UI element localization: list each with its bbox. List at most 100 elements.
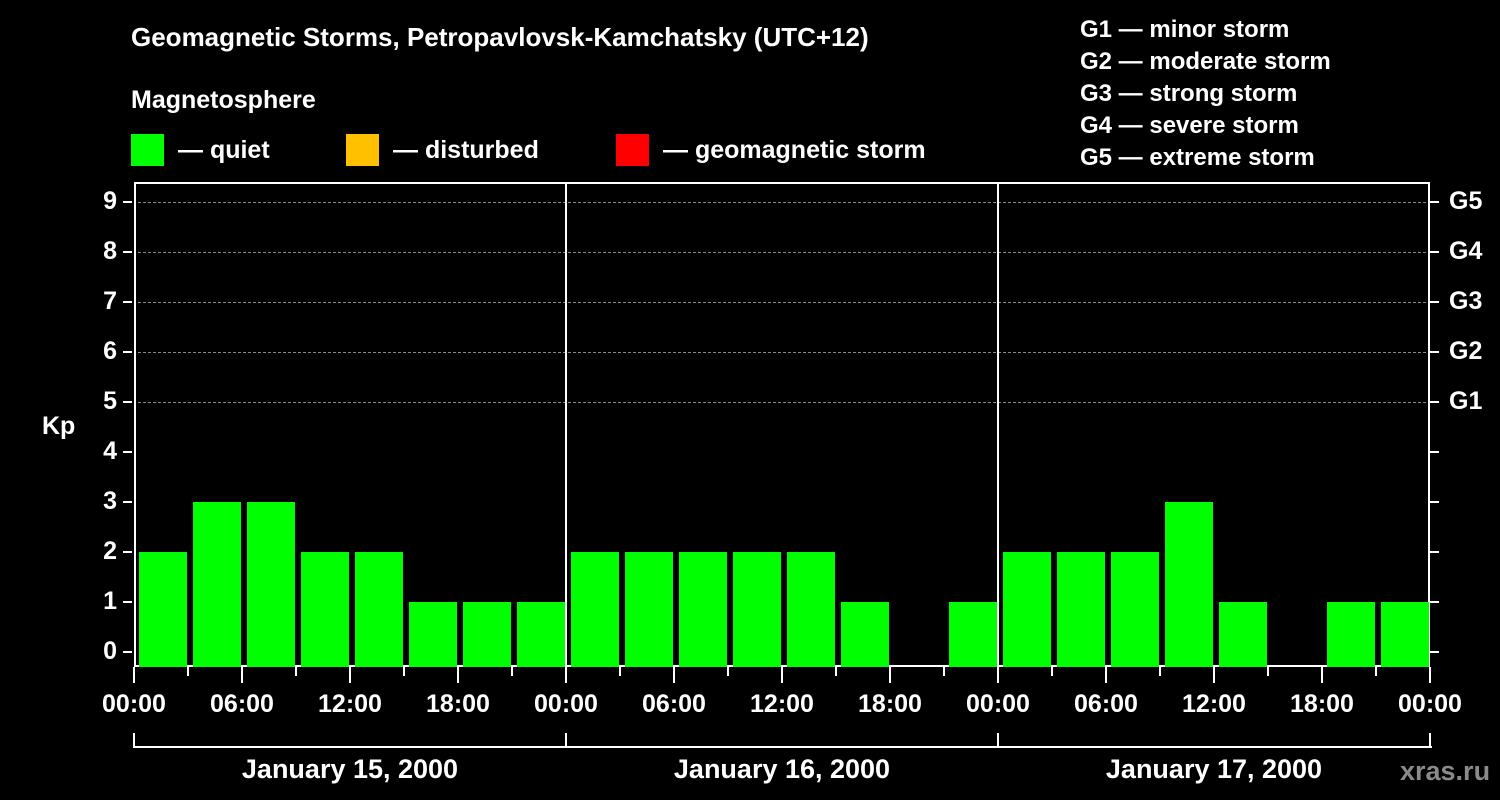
- kp-bar: [625, 552, 673, 667]
- kp-bar: [193, 502, 241, 667]
- y-tick-right: [1430, 651, 1439, 653]
- swatch-disturbed: [346, 134, 379, 166]
- g-scale-label: G4: [1449, 237, 1483, 265]
- day-separator: [565, 184, 567, 665]
- y-tick-right: [1430, 451, 1439, 453]
- g2-entry: G2 — moderate storm: [1080, 48, 1331, 75]
- y-tick-right: [1430, 401, 1439, 403]
- kp-bar: [355, 552, 403, 667]
- x-tick-label: 00:00: [966, 690, 1030, 718]
- day-separator: [997, 184, 999, 665]
- bracket-tick: [997, 733, 999, 748]
- gridline: [138, 352, 1426, 353]
- y-tick-right: [1430, 251, 1439, 253]
- gridline: [138, 402, 1426, 403]
- x-tick-label: 00:00: [534, 690, 598, 718]
- x-tick-label: 00:00: [102, 690, 166, 718]
- kp-bar: [571, 552, 619, 667]
- legend-disturbed: — disturbed: [346, 134, 539, 166]
- y-tick: [123, 401, 132, 403]
- x-tick-label: 06:00: [1074, 690, 1138, 718]
- day-label: January 16, 2000: [673, 754, 891, 784]
- kp-bar: [1057, 552, 1105, 667]
- y-tick-label: 7: [103, 287, 117, 315]
- kp-bar: [463, 602, 511, 667]
- plot-area: [134, 182, 1430, 667]
- g-scale-label: G3: [1449, 287, 1483, 315]
- x-tick: [187, 667, 189, 676]
- kp-bar: [679, 552, 727, 667]
- x-tick: [1105, 667, 1107, 683]
- y-tick: [123, 551, 132, 553]
- legend-storm: — geomagnetic storm: [616, 134, 926, 166]
- x-tick-label: 18:00: [426, 690, 490, 718]
- kp-bar: [517, 602, 565, 667]
- legend-quiet: — quiet: [131, 134, 270, 166]
- kp-bar: [1165, 502, 1213, 667]
- g-scale-label: G1: [1449, 387, 1483, 415]
- kp-bar: [1381, 602, 1429, 667]
- y-tick-right: [1430, 201, 1439, 203]
- kp-bar: [841, 602, 889, 667]
- swatch-storm: [616, 134, 649, 166]
- y-tick: [123, 301, 132, 303]
- y-tick-right: [1430, 601, 1439, 603]
- x-tick: [295, 667, 297, 676]
- y-tick-label: 8: [103, 237, 117, 265]
- y-tick-label: 5: [103, 387, 117, 415]
- storm-scale-legend: G1 — minor storm G2 — moderate storm G3 …: [1080, 14, 1331, 174]
- kp-bar: [733, 552, 781, 667]
- y-tick-right: [1430, 351, 1439, 353]
- x-tick: [1159, 667, 1161, 676]
- x-tick: [1213, 667, 1215, 683]
- x-tick-label: 18:00: [1290, 690, 1354, 718]
- bracket-tick: [565, 733, 567, 748]
- x-tick: [511, 667, 513, 676]
- x-tick: [1267, 667, 1269, 676]
- gridline: [138, 302, 1426, 303]
- y-tick: [123, 201, 132, 203]
- x-tick: [565, 667, 567, 683]
- x-tick: [349, 667, 351, 683]
- y-tick-label: 6: [103, 337, 117, 365]
- x-tick: [133, 667, 135, 683]
- y-tick: [123, 351, 132, 353]
- g3-entry: G3 — strong storm: [1080, 80, 1298, 107]
- kp-bar: [1219, 602, 1267, 667]
- x-tick: [241, 667, 243, 683]
- y-tick: [123, 651, 132, 653]
- x-tick-label: 06:00: [210, 690, 274, 718]
- y-tick: [123, 251, 132, 253]
- x-tick-label: 12:00: [750, 690, 814, 718]
- x-tick: [619, 667, 621, 676]
- x-tick: [1321, 667, 1323, 683]
- y-tick-right: [1430, 551, 1439, 553]
- x-tick-label: 12:00: [318, 690, 382, 718]
- x-tick-label: 06:00: [642, 690, 706, 718]
- legend-label: — quiet: [178, 135, 270, 164]
- g4-entry: G4 — severe storm: [1080, 112, 1299, 139]
- kp-bar: [301, 552, 349, 667]
- x-tick-label: 00:00: [1398, 690, 1462, 718]
- kp-bar: [787, 552, 835, 667]
- x-tick: [1375, 667, 1377, 676]
- legend-label: — geomagnetic storm: [663, 135, 926, 164]
- g5-entry: G5 — extreme storm: [1080, 144, 1315, 171]
- kp-bar: [1111, 552, 1159, 667]
- gridline: [138, 252, 1426, 253]
- chart-subtitle: Magnetosphere: [131, 86, 316, 114]
- g-scale-label: G5: [1449, 187, 1483, 215]
- chart-title: Geomagnetic Storms, Petropavlovsk-Kamcha…: [131, 22, 869, 52]
- bracket-tick: [1429, 733, 1431, 748]
- gridline: [138, 202, 1426, 203]
- y-tick: [123, 501, 132, 503]
- x-tick: [835, 667, 837, 676]
- x-tick: [673, 667, 675, 683]
- swatch-quiet: [131, 134, 164, 166]
- y-tick-label: 4: [103, 437, 117, 465]
- day-label: January 15, 2000: [241, 754, 459, 784]
- y-tick-right: [1430, 301, 1439, 303]
- day-label: January 17, 2000: [1105, 754, 1323, 784]
- y-tick-label: 9: [103, 187, 117, 215]
- y-tick-label: 3: [103, 487, 117, 515]
